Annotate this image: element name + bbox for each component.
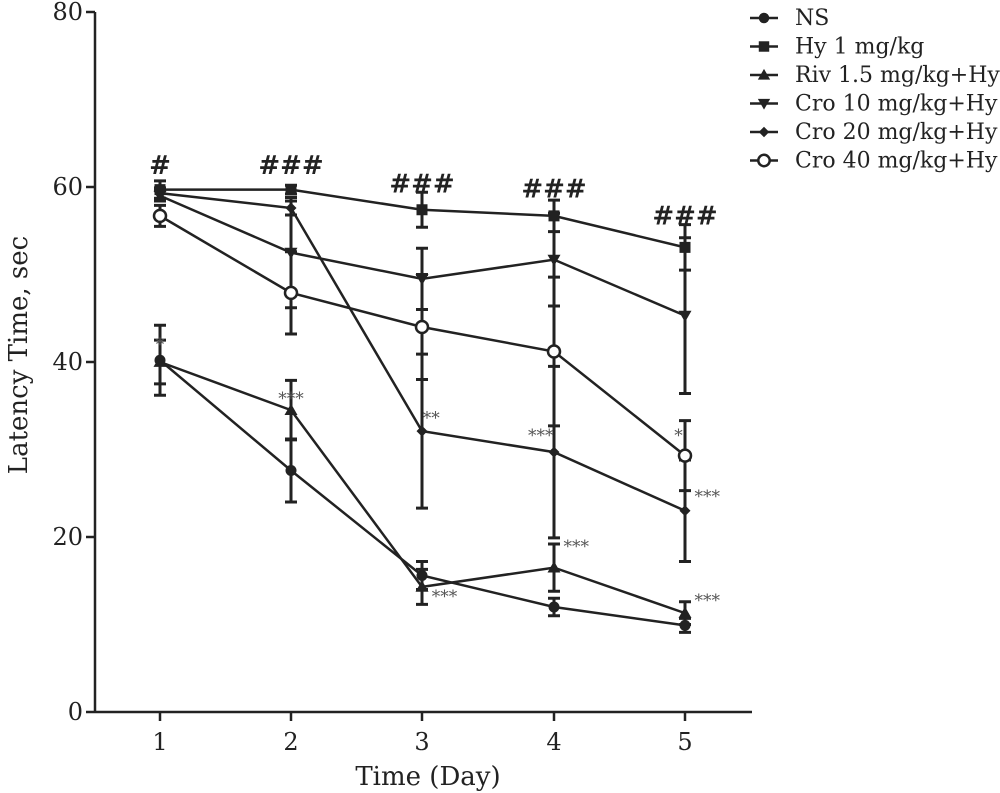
series-5 <box>154 186 691 563</box>
axes: 0 20 40 60 80 1 2 3 4 5 <box>52 0 752 756</box>
data-point <box>546 344 562 359</box>
legend-marker <box>757 98 771 110</box>
legend-item: Riv 1.5 mg/kg+Hy <box>750 63 1000 88</box>
data-point <box>283 285 299 301</box>
y-tick-label: 80 <box>52 0 83 26</box>
data-point <box>284 403 298 415</box>
legend-item: NS <box>750 6 829 31</box>
significance-star-label: *** <box>528 426 554 446</box>
data-point <box>679 505 691 517</box>
significance-hash-label: ### <box>521 175 586 205</box>
y-tick-label: 40 <box>52 348 83 376</box>
significance-star-label: * <box>674 426 683 446</box>
y-tick-label: 0 <box>68 698 83 726</box>
y-tick-label: 20 <box>52 523 83 551</box>
legend-item: Cro 10 mg/kg+Hy <box>750 92 998 117</box>
data-point <box>548 446 560 458</box>
significance-hash-label: ### <box>258 151 323 181</box>
significance-hash-label: ### <box>652 202 717 232</box>
data-point <box>416 204 428 216</box>
data-point <box>414 319 430 335</box>
data-point <box>154 187 166 199</box>
legend-marker <box>758 12 770 24</box>
legend: NS Hy 1 mg/kg Riv 1.5 mg/kg+Hy Cro 10 mg/kg… <box>750 6 1000 174</box>
series-3 <box>153 338 692 626</box>
legend-label: Cro 40 mg/kg+Hy <box>795 149 998 174</box>
legend-label: Cro 10 mg/kg+Hy <box>795 92 998 117</box>
x-tick-label: 2 <box>283 728 298 756</box>
significance-star-label: *** <box>695 591 721 611</box>
data-point <box>285 465 297 476</box>
series-6 <box>152 203 693 493</box>
significance-annotations: # ###### ######********************** <box>149 151 720 611</box>
significance-star-label: *** <box>564 537 590 557</box>
legend-marker <box>758 41 770 52</box>
x-tick-label: 3 <box>414 728 429 756</box>
data-point <box>678 606 692 618</box>
data-point <box>152 208 168 224</box>
significance-star-label: *** <box>432 587 458 607</box>
plot-area <box>152 179 693 634</box>
data-point <box>548 601 560 613</box>
legend-item: Hy 1 mg/kg <box>750 35 924 60</box>
legend-marker <box>757 153 771 168</box>
data-point <box>153 355 167 367</box>
data-point <box>416 425 428 437</box>
x-tick-label: 4 <box>546 728 561 756</box>
legend-label: Riv 1.5 mg/kg+Hy <box>795 63 1000 88</box>
significance-hash-label: ### <box>389 169 454 199</box>
significance-star-label: *** <box>695 487 721 507</box>
data-point <box>415 580 429 592</box>
data-point <box>678 310 692 323</box>
significance-star-label: *** <box>278 389 304 409</box>
legend-label: Hy 1 mg/kg <box>795 35 924 60</box>
data-point <box>547 561 561 573</box>
data-point <box>285 202 297 214</box>
significance-star-label: * <box>156 335 165 355</box>
legend-marker <box>757 68 771 80</box>
x-tick-label: 5 <box>677 728 692 756</box>
data-point <box>677 448 693 463</box>
data-point <box>285 184 297 196</box>
data-point <box>547 254 561 267</box>
significance-star-label: ** <box>423 408 441 428</box>
legend-label: Cro 20 mg/kg+Hy <box>795 120 998 145</box>
y-axis-title: Latency Time, sec <box>4 236 34 474</box>
x-tick-label: 1 <box>152 728 167 756</box>
legend-item: Cro 40 mg/kg+Hy <box>750 149 998 174</box>
x-axis-title: Time (Day) <box>355 762 500 792</box>
legend-marker <box>758 126 770 138</box>
legend-label: NS <box>795 6 829 31</box>
y-tick-label: 60 <box>52 173 83 201</box>
significance-hash-label: # <box>149 151 171 181</box>
legend-item: Cro 20 mg/kg+Hy <box>750 120 998 145</box>
